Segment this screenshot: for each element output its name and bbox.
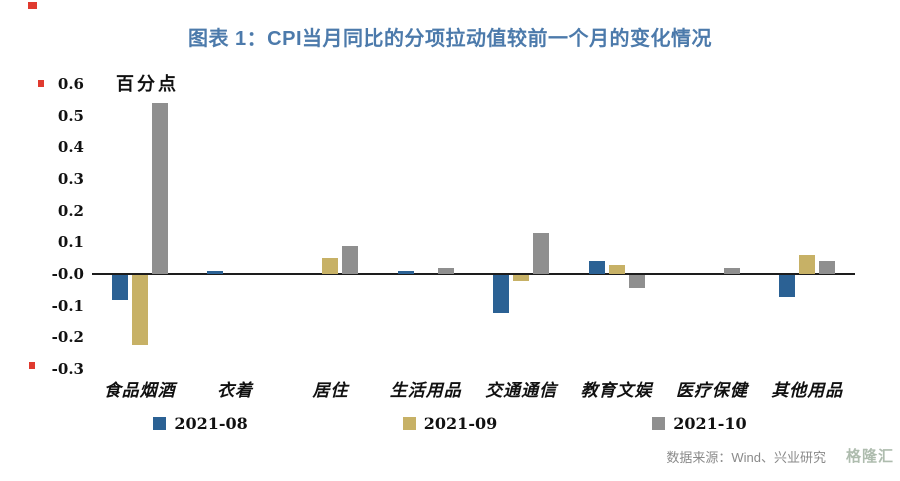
bar-2021-08-其他用品 [779, 275, 796, 298]
legend-label: 2021-09 [423, 414, 498, 433]
y-axis: 0.6 0.5 0.4 0.3 0.2 0.1 -0.0 -0.1 -0.2 -0.3 [26, 75, 84, 378]
bar-2021-09-食品烟酒 [131, 275, 148, 345]
bar-2021-09-居住 [322, 258, 339, 274]
x-category-label: 其他用品 [771, 381, 844, 401]
legend: 2021-08 2021-09 2021-10 [0, 414, 900, 433]
y-tick-label: -0.0 [51, 265, 84, 283]
x-axis: 食品烟酒 衣着 居住 生活用品 交通通信 教育文娱 医疗保健 其他用品 [92, 376, 855, 401]
x-category-label: 食品烟酒 [103, 381, 176, 401]
red-artifact-mark [28, 2, 37, 9]
y-tick-label: -0.2 [51, 328, 84, 347]
red-artifact-mark [38, 80, 44, 87]
x-category-label: 医疗保健 [675, 381, 748, 401]
y-axis-unit-label: 百分点 [116, 74, 179, 95]
legend-swatch-icon [402, 417, 416, 430]
bar-2021-09-交通通信 [513, 275, 530, 282]
data-source-text: 数据来源：Wind、兴业研究 [666, 450, 826, 465]
bar-2021-10-交通通信 [533, 232, 550, 274]
y-tick-label: -0.3 [51, 360, 84, 378]
bar-2021-08-食品烟酒 [111, 275, 128, 301]
plot-area [92, 84, 855, 369]
x-axis-baseline [92, 273, 855, 275]
legend-swatch-icon [153, 417, 167, 430]
bar-2021-09-教育文娱 [608, 264, 625, 274]
legend-label: 2021-08 [174, 414, 248, 433]
y-tick-label: 0.2 [57, 201, 84, 220]
bar-2021-08-衣着 [207, 270, 224, 274]
red-artifact-mark [29, 362, 35, 369]
y-tick-label: 0.3 [57, 170, 84, 188]
bar-2021-10-生活用品 [437, 267, 454, 274]
legend-item-2021-10: 2021-10 [652, 414, 747, 433]
x-category-label: 居住 [312, 381, 349, 401]
y-tick-label: 0.1 [57, 233, 84, 252]
x-category-label: 生活用品 [389, 381, 462, 401]
y-tick-label: 0.5 [57, 106, 84, 125]
chart-title: 图表 1：CPI当月同比的分项拉动值较前一个月的变化情况 [187, 28, 713, 50]
bar-2021-09-其他用品 [799, 255, 816, 274]
x-category-label: 交通通信 [485, 381, 558, 401]
x-category-label: 教育文娱 [580, 381, 653, 401]
bar-2021-10-食品烟酒 [151, 103, 168, 274]
bar-2021-10-教育文娱 [628, 275, 645, 288]
y-tick-label: -0.1 [51, 296, 84, 315]
legend-label: 2021-10 [673, 414, 747, 433]
y-tick-label: 0.6 [57, 75, 84, 93]
bar-2021-10-居住 [342, 245, 359, 274]
watermark-logo: 格隆汇 [845, 448, 894, 465]
legend-item-2021-08: 2021-08 [153, 414, 248, 433]
bar-2021-08-教育文娱 [588, 261, 605, 274]
bar-2021-08-生活用品 [397, 270, 414, 274]
bar-2021-08-交通通信 [493, 275, 510, 313]
bar-2021-10-其他用品 [819, 261, 836, 274]
y-tick-label: 0.4 [57, 138, 84, 157]
bar-2021-10-医疗保健 [723, 267, 740, 274]
legend-swatch-icon [652, 417, 666, 430]
x-category-label: 衣着 [217, 381, 254, 401]
legend-item-2021-09: 2021-09 [402, 414, 498, 433]
